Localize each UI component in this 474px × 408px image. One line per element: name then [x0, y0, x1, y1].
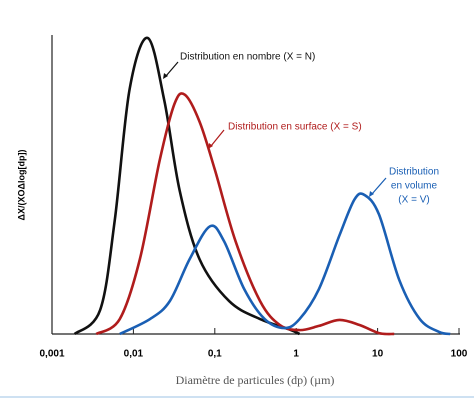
line-series — [73, 36, 301, 336]
annotation: (X = V) — [398, 195, 429, 206]
line-series — [119, 192, 451, 336]
annotation: Distribution en surface (X = S) — [228, 122, 362, 133]
x-tick-label: 1 — [293, 349, 299, 360]
annotation: Distribution — [389, 167, 439, 178]
x-tick-label: 100 — [451, 349, 468, 360]
annotation: Distribution en nombre (X = N) — [180, 52, 315, 63]
annotation: en volume — [391, 181, 438, 192]
x-tick-label: 10 — [372, 349, 384, 360]
x-axis-label: Diamètre de particules (dp) (µm) — [176, 373, 335, 387]
arrows — [163, 61, 387, 197]
line-series — [95, 92, 395, 336]
x-tick-label: 0,01 — [124, 349, 144, 360]
y-axis-label: ΔX/(XOΔlog[dp]) — [16, 150, 26, 221]
x-tick-label: 0,1 — [208, 349, 222, 360]
x-tick-label: 0,001 — [39, 349, 64, 360]
